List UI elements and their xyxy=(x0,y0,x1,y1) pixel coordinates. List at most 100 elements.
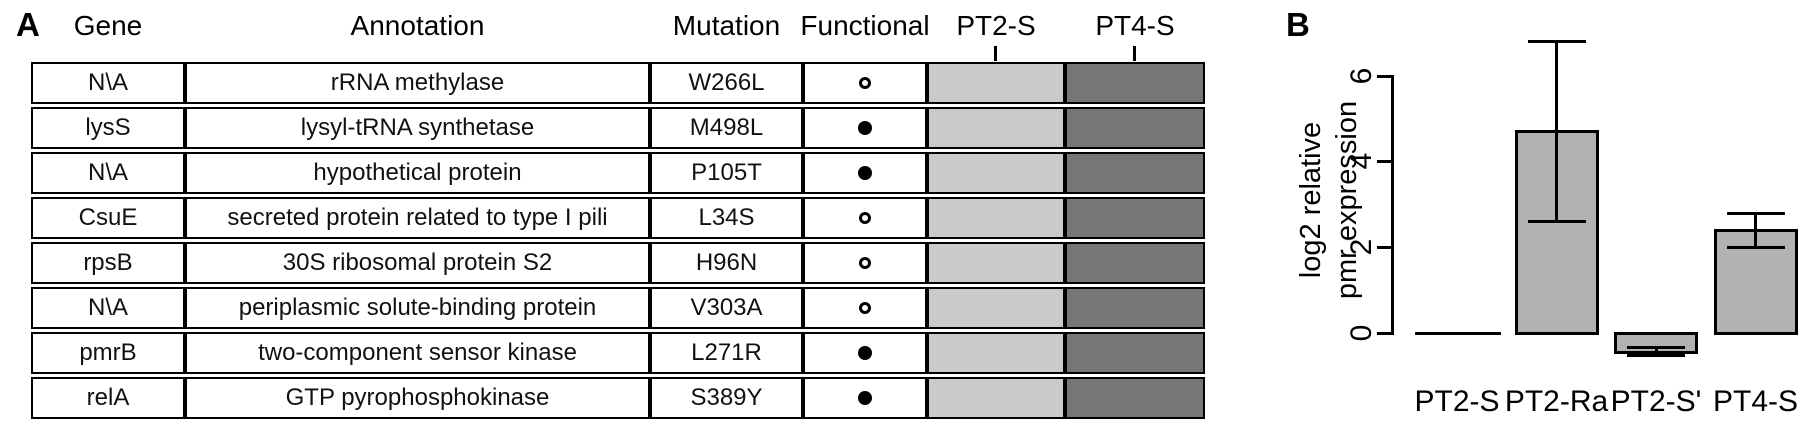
column-header-mutation: Mutation xyxy=(672,10,781,41)
pt4s-cell xyxy=(1065,107,1205,149)
table-row: pmrB two-component sensor kinase L271R xyxy=(31,332,1205,374)
pt2s-leader-tick xyxy=(994,46,997,61)
y-axis-line xyxy=(1391,74,1394,335)
y-axis-title-line: log2 relative xyxy=(1295,121,1327,279)
x-category-label: PT2-S xyxy=(1414,385,1500,418)
x-category-label: PT4-S xyxy=(1712,385,1799,418)
error-bar-cap xyxy=(1527,220,1586,224)
bar-zero-line xyxy=(1415,332,1501,335)
pt4s-cell xyxy=(1065,62,1205,104)
gene-cell: N\A xyxy=(31,152,185,194)
pt2s-cell xyxy=(927,287,1065,329)
functional-cell xyxy=(803,62,927,104)
table-header-row: Gene Annotation Mutation Functional PT2-S PT4… xyxy=(31,8,1205,44)
functional-filled-icon xyxy=(858,391,872,405)
annotation-cell: GTP pyrophosphokinase xyxy=(185,377,650,419)
y-axis-tick xyxy=(1377,332,1391,335)
gene-cell: CsuE xyxy=(31,197,185,239)
functional-open-icon xyxy=(859,302,871,314)
error-bar-line xyxy=(1654,345,1658,357)
y-axis-tick xyxy=(1377,74,1391,78)
table-row: relA GTP pyrophosphokinase S389Y xyxy=(31,377,1205,419)
pt2s-cell xyxy=(927,62,1065,104)
gene-cell: rpsB xyxy=(31,242,185,284)
mutation-cell: W266L xyxy=(650,62,803,104)
pt4s-cell xyxy=(1065,152,1205,194)
functional-cell xyxy=(803,152,927,194)
column-header-pt2-s: PT2-S xyxy=(956,10,1036,41)
functional-open-icon xyxy=(859,212,871,224)
column-header-gene: Gene xyxy=(73,10,143,41)
error-bar-line xyxy=(1754,211,1757,250)
gene-cell: N\A xyxy=(31,287,185,329)
pt4s-cell xyxy=(1065,377,1205,419)
annotation-cell: hypothetical protein xyxy=(185,152,650,194)
functional-cell xyxy=(803,377,927,419)
gene-cell: lysS xyxy=(31,107,185,149)
functional-filled-icon xyxy=(858,346,872,360)
panel-b-label: B xyxy=(1286,6,1310,43)
gene-cell: pmrB xyxy=(31,332,185,374)
mutation-cell: L34S xyxy=(650,197,803,239)
pt4s-cell xyxy=(1065,197,1205,239)
pt2s-cell xyxy=(927,332,1065,374)
x-category-label: PT2-S' xyxy=(1610,385,1702,418)
functional-filled-icon xyxy=(858,166,872,180)
mutation-cell: P105T xyxy=(650,152,803,194)
error-bar-cap xyxy=(1726,211,1785,215)
y-axis-title: log2 relative pmr expression xyxy=(1293,101,1365,299)
annotation-cell: periplasmic solute-binding protein xyxy=(185,287,650,329)
gene-cell: relA xyxy=(31,377,185,419)
error-bar-cap xyxy=(1726,246,1785,250)
functional-filled-icon xyxy=(858,121,872,135)
annotation-cell: lysyl-tRNA synthetase xyxy=(185,107,650,149)
pt4s-cell xyxy=(1065,332,1205,374)
error-bar-cap xyxy=(1627,345,1685,349)
y-axis-tick xyxy=(1377,246,1391,250)
gene-cell: N\A xyxy=(31,62,185,104)
pt2s-cell xyxy=(927,107,1065,149)
table-row: N\A rRNA methylase W266L xyxy=(31,62,1205,104)
annotation-cell: two-component sensor kinase xyxy=(185,332,650,374)
pt2s-cell xyxy=(927,377,1065,419)
pt4s-cell xyxy=(1065,287,1205,329)
functional-cell xyxy=(803,242,927,284)
pt2s-cell xyxy=(927,242,1065,284)
annotation-cell: rRNA methylase xyxy=(185,62,650,104)
column-header-annotation: Annotation xyxy=(350,10,485,41)
panel-a-label: A xyxy=(16,6,40,43)
error-bar-line xyxy=(1555,40,1558,224)
functional-cell xyxy=(803,287,927,329)
annotation-cell: secreted protein related to type I pili xyxy=(185,197,650,239)
mutation-cell: S389Y xyxy=(650,377,803,419)
functional-open-icon xyxy=(859,257,871,269)
table-row: CsuE secreted protein related to type I p… xyxy=(31,197,1205,239)
y-tick-label: 6 xyxy=(1345,67,1378,84)
table-row: rpsB 30S ribosomal protein S2 H96N xyxy=(31,242,1205,284)
pt2s-cell xyxy=(927,152,1065,194)
functional-cell xyxy=(803,332,927,374)
column-header-pt4-s: PT4-S xyxy=(1095,10,1175,41)
y-tick-label: 0 xyxy=(1345,324,1378,342)
column-header-functional: Functional xyxy=(800,10,930,41)
mutation-cell: H96N xyxy=(650,242,803,284)
mutation-cell: M498L xyxy=(650,107,803,149)
pt4s-cell xyxy=(1065,242,1205,284)
y-axis-title-line: pmr expression xyxy=(1331,100,1363,300)
table-row: N\A periplasmic solute-binding protein V30… xyxy=(31,287,1205,329)
error-bar-cap xyxy=(1527,40,1586,44)
x-category-label: PT2-Ra xyxy=(1504,385,1609,418)
functional-open-icon xyxy=(859,77,871,89)
functional-cell xyxy=(803,197,927,239)
annotation-cell: 30S ribosomal protein S2 xyxy=(185,242,650,284)
error-bar-cap xyxy=(1627,353,1685,357)
mutation-cell: L271R xyxy=(650,332,803,374)
pt4s-leader-tick xyxy=(1133,46,1136,61)
pt2s-cell xyxy=(927,197,1065,239)
y-axis-tick xyxy=(1377,160,1391,164)
table-row: N\A hypothetical protein P105T xyxy=(31,152,1205,194)
functional-cell xyxy=(803,107,927,149)
table-row: lysS lysyl-tRNA synthetase M498L xyxy=(31,107,1205,149)
mutation-table: N\A rRNA methylase W266L lysS lysyl-tRNA syn… xyxy=(31,62,1205,422)
